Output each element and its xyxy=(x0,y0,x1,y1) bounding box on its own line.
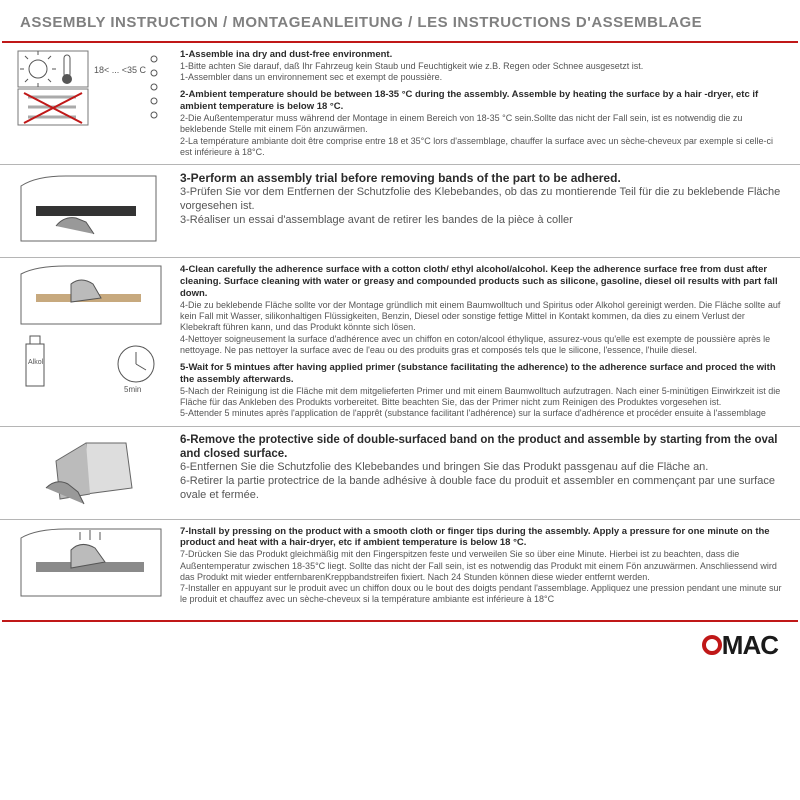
step-6-en: 6-Remove the protective side of double-s… xyxy=(180,433,782,462)
step-2-en: 2-Ambient temperature should be between … xyxy=(180,89,782,113)
step-row-7: 7-Install by pressing on the product wit… xyxy=(0,520,800,620)
step-2: 2-Ambient temperature should be between … xyxy=(180,89,782,158)
step-6-fr: 6-Retirer la partie protectrice de la ba… xyxy=(180,475,782,503)
brand-text: MAC xyxy=(722,630,778,661)
step-4-fr: 4-Nettoyer soigneusement la surface d'ad… xyxy=(180,334,782,357)
step-row-3: 3-Perform an assembly trial before remov… xyxy=(0,165,800,258)
step-row-6: 6-Remove the protective side of double-s… xyxy=(0,427,800,520)
text-col-6: 6-Remove the protective side of double-s… xyxy=(180,433,782,503)
step-row-1-2: 18< ... <35 C 18< ... <35 C 1-Assemble i… xyxy=(0,43,800,165)
svg-text:5min: 5min xyxy=(124,385,141,394)
text-col-7: 7-Install by pressing on the product wit… xyxy=(180,526,782,606)
step-3-fr: 3-Réaliser un essai d'assemblage avant d… xyxy=(180,214,782,228)
text-col-1-2: 1-Assemble ina dry and dust-free environ… xyxy=(180,49,782,158)
footer: MAC xyxy=(0,622,800,671)
svg-text:Alkol: Alkol xyxy=(28,359,44,366)
step-6: 6-Remove the protective side of double-s… xyxy=(180,433,782,503)
step-5-en: 5-Wait for 5 mintues after having applie… xyxy=(180,362,782,386)
step-6-de: 6-Entfernen Sie die Schutzfolie des Kleb… xyxy=(180,461,782,475)
step-1-de: 1-Bitte achten Sie darauf, daß Ihr Fahrz… xyxy=(180,61,782,72)
step-7-en: 7-Install by pressing on the product wit… xyxy=(180,526,782,550)
step-1: 1-Assemble ina dry and dust-free environ… xyxy=(180,49,782,83)
step-5: 5-Wait for 5 mintues after having applie… xyxy=(180,362,782,420)
brand-logo: MAC xyxy=(704,630,778,661)
illustration-trial-fit xyxy=(16,171,166,251)
step-5-fr: 5-Attender 5 minutes après l'application… xyxy=(180,408,782,419)
step-row-4-5: Alkol 5min Alkol 5min 4-Clean carefully … xyxy=(0,258,800,426)
step-5-de: 5-Nach der Reinigung ist die Fläche mit … xyxy=(180,386,782,409)
brand-o-icon xyxy=(702,635,722,655)
step-3-de: 3-Prüfen Sie vor dem Entfernen der Schut… xyxy=(180,186,782,214)
svg-text:18< ... <35 C: 18< ... <35 C xyxy=(94,65,147,75)
instruction-sheet: ASSEMBLY INSTRUCTION / MONTAGEANLEITUNG … xyxy=(0,0,800,800)
step-7: 7-Install by pressing on the product wit… xyxy=(180,526,782,606)
text-col-3: 3-Perform an assembly trial before remov… xyxy=(180,171,782,227)
step-2-fr: 2-La température ambiante doit être comp… xyxy=(180,136,782,159)
step-4-de: 4-Die zu beklebende Fläche sollte vor de… xyxy=(180,300,782,334)
step-4: 4-Clean carefully the adherence surface … xyxy=(180,264,782,356)
illustration-env-temp: 18< ... <35 C 18< ... <35 C xyxy=(16,49,166,127)
step-1-en: 1-Assemble ina dry and dust-free environ… xyxy=(180,49,782,61)
step-3-en: 3-Perform an assembly trial before remov… xyxy=(180,171,782,186)
step-7-de: 7-Drücken Sie das Produkt gleichmäßig mi… xyxy=(180,549,782,583)
step-3: 3-Perform an assembly trial before remov… xyxy=(180,171,782,227)
text-col-4-5: 4-Clean carefully the adherence surface … xyxy=(180,264,782,419)
step-4-en: 4-Clean carefully the adherence surface … xyxy=(180,264,782,300)
illustration-clean-primer: Alkol 5min Alkol 5min xyxy=(16,264,166,404)
illustration-peel-tape xyxy=(16,433,166,513)
step-2-de: 2-Die Außentemperatur muss während der M… xyxy=(180,113,782,136)
step-1-fr: 1-Assembler dans un environnement sec et… xyxy=(180,72,782,83)
illustration-press-install xyxy=(16,526,166,614)
page-title: ASSEMBLY INSTRUCTION / MONTAGEANLEITUNG … xyxy=(0,0,800,41)
step-7-fr: 7-Installer en appuyant sur le produit a… xyxy=(180,583,782,606)
